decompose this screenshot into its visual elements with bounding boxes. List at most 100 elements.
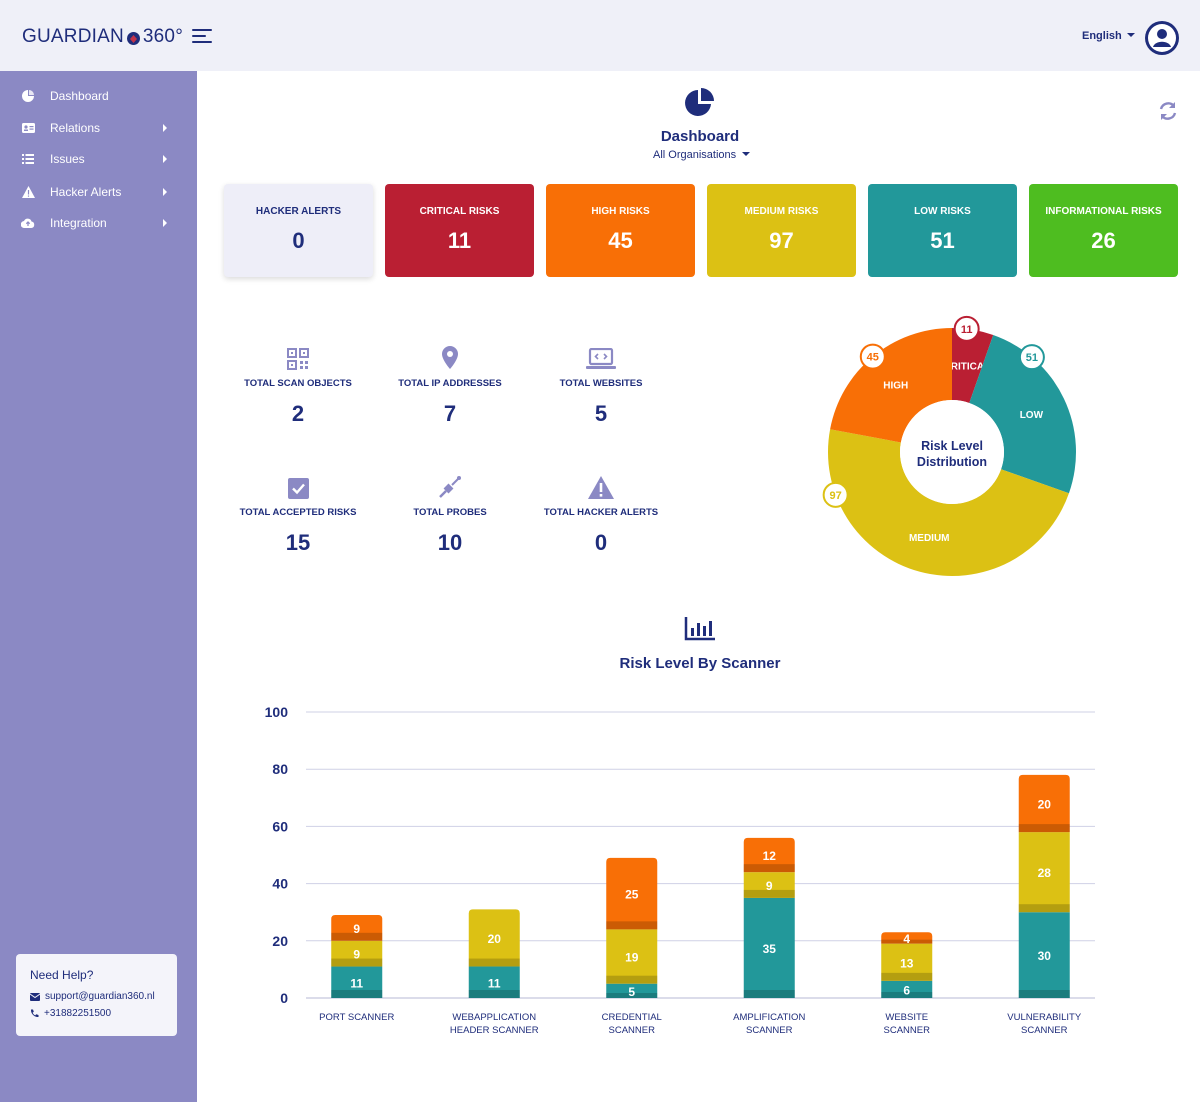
donut-value: 97 [830, 490, 842, 502]
bar-value-label: 11 [350, 976, 363, 990]
card-hacker-alerts[interactable]: HACKER ALERTS 0 [224, 184, 373, 277]
bar-segment[interactable]: 11 [468, 966, 520, 998]
card-value: 11 [447, 228, 472, 253]
help-email-link[interactable]: support@guardian360.nl [30, 991, 163, 1002]
bar-value-label: 25 [625, 888, 639, 902]
bar-segment[interactable]: 9 [743, 872, 795, 898]
donut-slice-label: LOW [1020, 410, 1044, 421]
donut-slice-low[interactable] [969, 335, 1076, 494]
stat-total-accepted-risks: TOTAL ACCEPTED RISKS 15 [223, 471, 373, 556]
map-pin-icon [442, 346, 458, 369]
donut-slice-high[interactable] [830, 328, 952, 443]
card-low-risks[interactable]: LOW RISKS 51 [868, 184, 1017, 277]
card-critical-risks[interactable]: CRITICAL RISKS 11 [385, 184, 534, 277]
help-box: Need Help? support@guardian360.nl +31882… [16, 954, 177, 1036]
x-category-label: CREDENTIAL SCANNER [602, 1012, 662, 1036]
sidebar: Dashboard Relations Issues Hacker Alerts… [0, 71, 197, 1102]
donut-slice-label: MEDIUM [909, 533, 950, 544]
bar-segment[interactable]: 9 [331, 915, 383, 941]
bar-segment[interactable]: 25 [606, 857, 658, 930]
sidebar-item-relations[interactable]: Relations [0, 115, 197, 141]
organisation-label: All Organisations [653, 149, 737, 161]
chevron-right-icon [163, 124, 167, 132]
language-select[interactable]: English [1082, 30, 1135, 42]
logo-text-left: GUARDIAN [22, 26, 124, 47]
sidebar-item-label: Dashboard [50, 89, 109, 103]
risk-distribution-donut: CRITICAL 11 LOW 51 MEDIUM 97 HIGH 45 Risk Level D… [822, 315, 1076, 576]
bar-value-label: 9 [353, 922, 360, 936]
help-phone-link[interactable]: +31882251500 [30, 1008, 163, 1019]
bar-segment[interactable]: 35 [743, 897, 795, 998]
stat-total-probes: TOTAL PROBES 10 [375, 471, 525, 556]
card-label: INFORMATIONAL RISKS [1045, 206, 1162, 217]
stat-label: TOTAL PROBES [413, 507, 487, 518]
y-tick-label: 20 [272, 933, 288, 949]
dashboard-pie-icon [684, 88, 717, 123]
bar-value-label: 13 [900, 956, 914, 970]
donut-value: 11 [961, 324, 973, 336]
id-card-icon [21, 121, 35, 135]
bar-segment[interactable]: 4 [881, 932, 933, 946]
stat-total-ip-addresses: TOTAL IP ADDRESSES 7 [375, 342, 525, 427]
bar-value-label: 30 [1038, 949, 1052, 963]
bar-segment[interactable]: 20 [1018, 774, 1070, 833]
y-tick-label: 80 [272, 761, 288, 777]
bar-value-label: 6 [903, 983, 910, 997]
donut-slice-label: CRITICAL [944, 361, 991, 372]
laptop-code-icon [586, 348, 616, 369]
refresh-icon[interactable] [1157, 100, 1179, 127]
card-medium-risks[interactable]: MEDIUM RISKS 97 [707, 184, 856, 277]
shield-logo-icon [126, 30, 141, 45]
probe-icon [439, 476, 461, 498]
bar-segment[interactable]: 6 [881, 980, 933, 998]
donut-slice-medium[interactable] [828, 429, 1069, 576]
bar-value-label: 9 [766, 879, 773, 893]
donut-value: 51 [1026, 352, 1038, 364]
card-label: HACKER ALERTS [255, 206, 342, 217]
donut-value-badge: 51 [1018, 344, 1045, 371]
warning-icon [588, 476, 614, 499]
y-tick-label: 40 [272, 876, 288, 892]
card-value: 0 [292, 228, 305, 253]
page-title: Dashboard [660, 128, 740, 145]
organisation-select[interactable]: All Organisations [600, 149, 814, 161]
sidebar-item-label: Integration [50, 216, 107, 230]
card-label: LOW RISKS [914, 206, 971, 217]
card-value: 45 [608, 228, 633, 253]
bar-segment[interactable]: 11 [331, 966, 383, 998]
bar-segment[interactable]: 28 [1018, 832, 1070, 913]
card-value: 51 [930, 228, 955, 253]
bar-segment[interactable]: 19 [606, 929, 658, 984]
card-label: CRITICAL RISKS [419, 206, 500, 217]
logo-text-right: 360° [142, 26, 183, 47]
pie-chart-icon [21, 89, 35, 103]
bar-segment[interactable]: 12 [743, 837, 795, 873]
logo[interactable]: GUARDIAN 360° [22, 26, 183, 48]
help-email: support@guardian360.nl [45, 991, 155, 1002]
card-informational-risks[interactable]: INFORMATIONAL RISKS 26 [1029, 184, 1178, 277]
bar-segment[interactable]: 20 [468, 909, 520, 967]
menu-toggle-icon[interactable] [192, 29, 212, 45]
card-high-risks[interactable]: HIGH RISKS 45 [546, 184, 695, 277]
bar-segment[interactable]: 5 [606, 983, 658, 999]
y-tick-label: 100 [265, 704, 289, 720]
donut-slice-critical[interactable] [952, 328, 994, 403]
bar-segment[interactable]: 13 [881, 943, 933, 981]
stat-label: TOTAL SCAN OBJECTS [244, 378, 352, 389]
bar-segment[interactable]: 30 [1018, 912, 1070, 998]
sidebar-item-dashboard[interactable]: Dashboard [0, 83, 197, 109]
donut-value-badge: 11 [953, 315, 980, 342]
bar-value-label: 20 [488, 932, 502, 946]
y-tick-label: 60 [272, 818, 288, 834]
x-category-label: AMPLIFICATION SCANNER [733, 1012, 805, 1036]
stat-label: TOTAL WEBSITES [559, 378, 643, 389]
sidebar-item-label: Relations [50, 121, 101, 135]
bar-segment[interactable]: 9 [331, 940, 383, 967]
sidebar-item-integration[interactable]: Integration [0, 210, 197, 236]
help-phone: +31882251500 [44, 1008, 112, 1019]
user-avatar-icon[interactable] [1145, 21, 1179, 55]
stat-total-scan-objects: TOTAL SCAN OBJECTS 2 [223, 342, 373, 427]
chevron-right-icon [163, 155, 167, 163]
sidebar-item-hacker-alerts[interactable]: Hacker Alerts [0, 179, 197, 205]
sidebar-item-issues[interactable]: Issues [0, 146, 197, 172]
